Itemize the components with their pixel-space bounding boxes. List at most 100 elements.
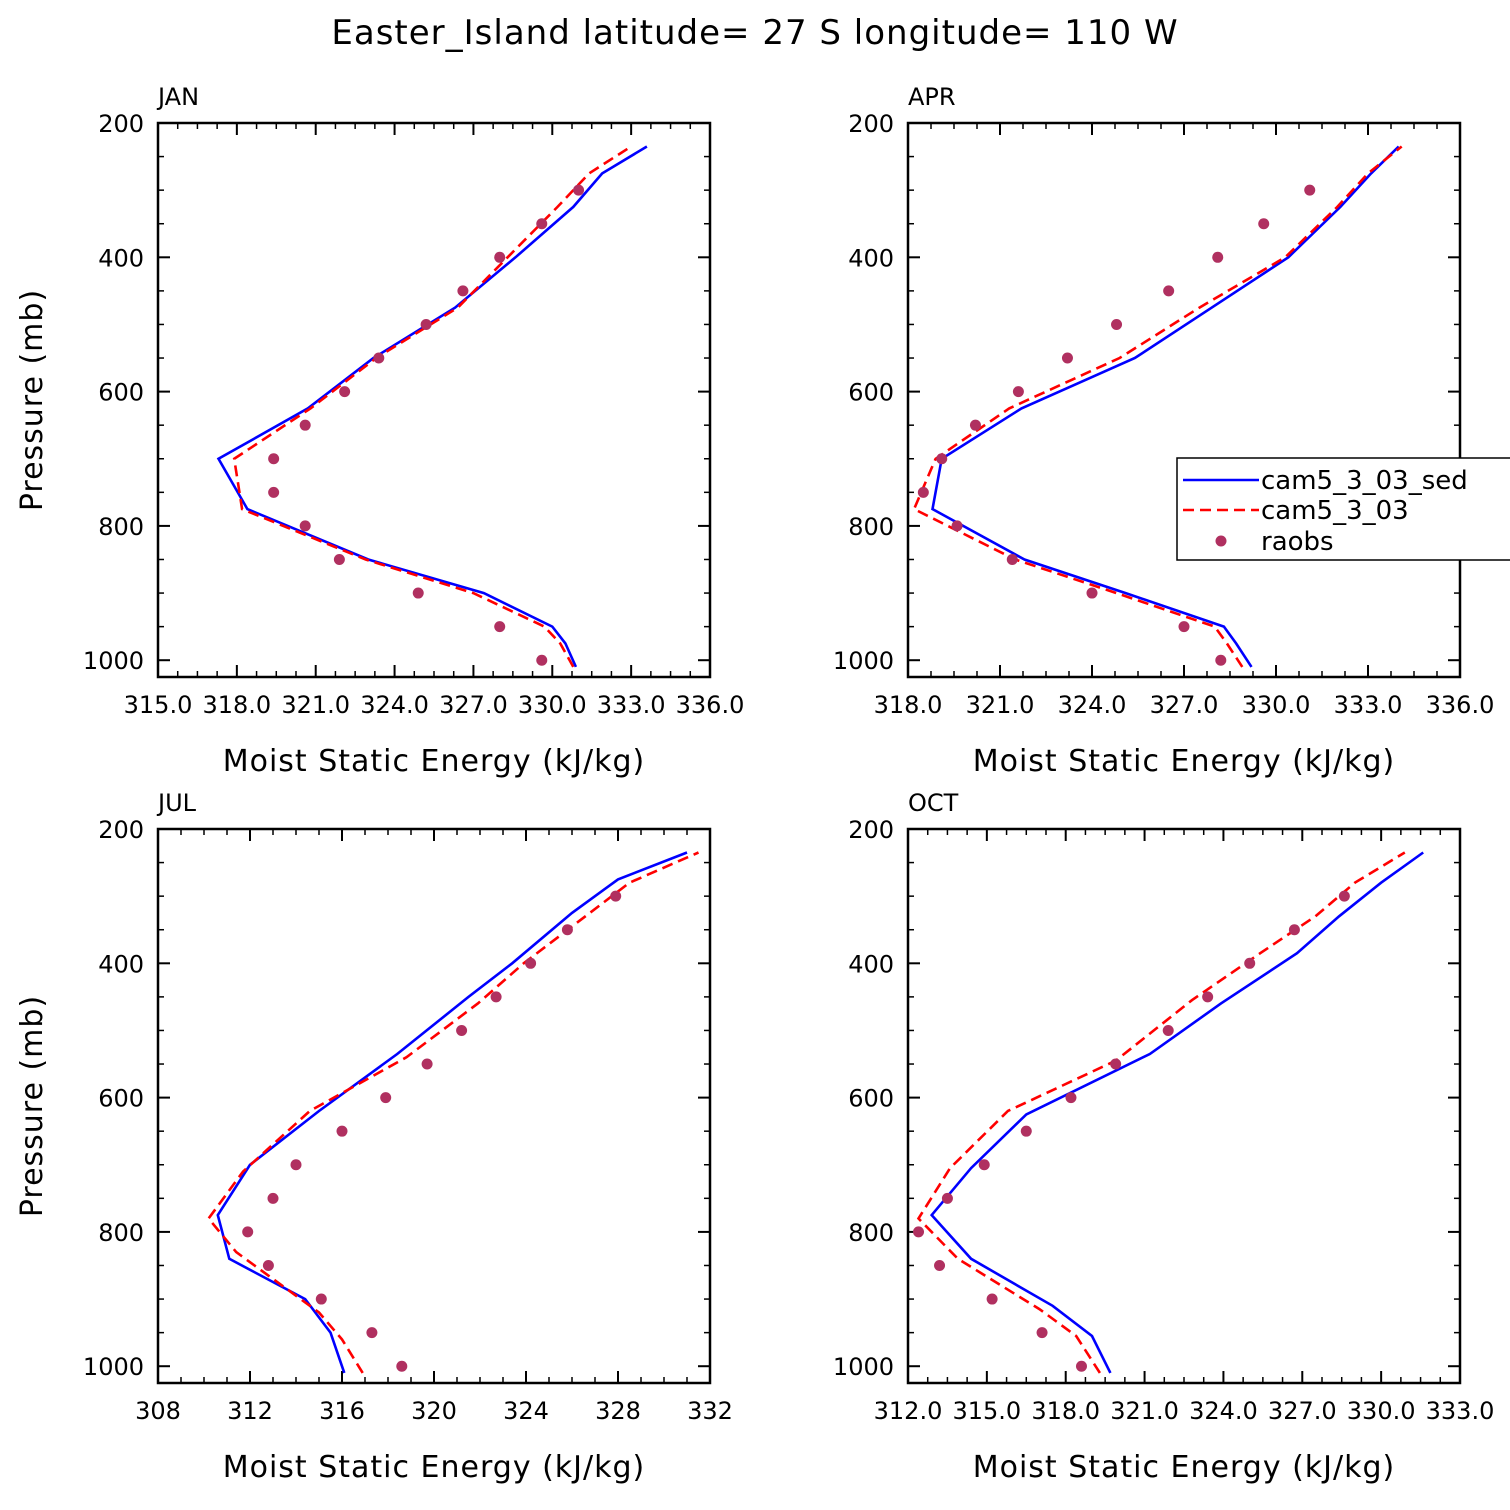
y-tick-label: 1000 xyxy=(833,1353,894,1381)
y-tick-label: 200 xyxy=(98,110,144,138)
x-tick-label: 333.0 xyxy=(597,691,666,719)
raobs-point xyxy=(457,285,469,297)
panel-jan: JAN 315.0 318.0 321.0 324.0 327.0 330.0 333.0 33… xyxy=(15,83,744,779)
y-tick-label: 1000 xyxy=(83,1353,144,1381)
raobs-point xyxy=(1020,1125,1032,1137)
raobs-point xyxy=(494,621,506,633)
x-tick-label: 336.0 xyxy=(1426,691,1495,719)
x-axis-label: Moist Static Energy (kJ/kg) xyxy=(223,744,646,779)
x-tick-label: 333.0 xyxy=(1426,1397,1495,1425)
panel-label: OCT xyxy=(908,789,959,817)
x-tick-label: 333.0 xyxy=(1334,691,1403,719)
y-tick-label: 800 xyxy=(848,513,894,541)
raobs-point xyxy=(1288,924,1300,936)
raobs-point xyxy=(336,1125,348,1137)
series-line-cam5-3-03-sed xyxy=(929,851,1424,1374)
x-tick-label: 308 xyxy=(135,1397,181,1425)
panel-label: JUL xyxy=(156,789,197,817)
raobs-point xyxy=(420,318,432,330)
raobs-point xyxy=(315,1293,327,1305)
raobs-point xyxy=(1304,184,1316,196)
series-line-cam5-3-03 xyxy=(232,145,632,668)
raobs-point xyxy=(268,453,280,465)
x-tick-label: 327.0 xyxy=(1268,1397,1337,1425)
legend-swatch-marker xyxy=(1215,535,1227,547)
legend-label: cam5_3_03_sed xyxy=(1261,466,1468,496)
x-axis-label: Moist Static Energy (kJ/kg) xyxy=(973,1450,1396,1485)
y-tick-label: 400 xyxy=(848,244,894,272)
y-tick-label: 1000 xyxy=(833,647,894,675)
raobs-point xyxy=(1012,386,1024,398)
legend-box xyxy=(1176,457,1510,561)
y-tick-label: 800 xyxy=(98,1219,144,1247)
raobs-point xyxy=(290,1159,302,1171)
raobs-point xyxy=(299,419,311,431)
raobs-point xyxy=(986,1293,998,1305)
raobs-point xyxy=(1110,1058,1122,1070)
raobs-point xyxy=(380,1092,392,1104)
x-tick-label: 312.0 xyxy=(874,1397,943,1425)
y-tick-label: 800 xyxy=(98,513,144,541)
x-tick-label: 318.0 xyxy=(202,691,271,719)
x-axis-label: Moist Static Energy (kJ/kg) xyxy=(223,1450,646,1485)
raobs-point xyxy=(1338,890,1350,902)
raobs-point xyxy=(242,1226,254,1238)
raobs-point xyxy=(366,1327,378,1339)
x-tick-label: 321.0 xyxy=(1110,1397,1179,1425)
raobs-point xyxy=(1111,318,1123,330)
x-tick-label: 327.0 xyxy=(1150,691,1219,719)
x-tick-label: 336.0 xyxy=(676,691,745,719)
x-tick-label: 321.0 xyxy=(281,691,350,719)
y-tick-label: 800 xyxy=(848,1219,894,1247)
y-tick-label: 600 xyxy=(98,1085,144,1113)
series-line-cam5-3-03-sed xyxy=(931,145,1400,668)
x-tick-label: 332 xyxy=(687,1397,733,1425)
raobs-point xyxy=(917,486,929,498)
y-tick-label: 400 xyxy=(848,950,894,978)
raobs-point xyxy=(490,991,502,1003)
y-tick-label: 400 xyxy=(98,244,144,272)
raobs-point xyxy=(978,1159,990,1171)
x-tick-label: 321.0 xyxy=(966,691,1035,719)
legend-label: cam5_3_03 xyxy=(1261,496,1409,526)
raobs-point xyxy=(1162,1024,1174,1036)
x-tick-label: 320 xyxy=(411,1397,457,1425)
raobs-point xyxy=(373,352,385,364)
x-tick-label: 330.0 xyxy=(1347,1397,1416,1425)
raobs-point xyxy=(525,957,537,969)
raobs-point xyxy=(561,924,573,936)
raobs-point xyxy=(333,553,345,565)
raobs-point xyxy=(1065,1092,1077,1104)
x-tick-label: 324 xyxy=(503,1397,549,1425)
y-axis-label: Pressure (mb) xyxy=(15,995,50,1217)
raobs-point xyxy=(936,453,948,465)
raobs-point xyxy=(951,520,963,532)
raobs-point xyxy=(1212,251,1224,263)
raobs-point xyxy=(1061,352,1073,364)
x-tick-label: 327.0 xyxy=(439,691,508,719)
raobs-point xyxy=(299,520,311,532)
x-axis-label: Moist Static Energy (kJ/kg) xyxy=(973,744,1396,779)
series-line-cam5-3-03 xyxy=(912,145,1403,668)
raobs-point xyxy=(941,1192,953,1204)
raobs-point xyxy=(1178,621,1190,633)
x-tick-label: 324.0 xyxy=(1058,691,1127,719)
raobs-point xyxy=(268,486,280,498)
series-line-cam5-3-03 xyxy=(916,851,1406,1374)
x-tick-label: 316 xyxy=(319,1397,365,1425)
panel-label: JAN xyxy=(156,83,199,111)
raobs-point xyxy=(536,218,548,230)
x-tick-label: 318.0 xyxy=(1031,1397,1100,1425)
y-axis-label: Pressure (mb) xyxy=(15,289,50,511)
raobs-point xyxy=(1258,218,1270,230)
panel-jul: JUL 308 312 316 320 324 328 332 200 400 600 800 1000… xyxy=(15,789,733,1485)
plot-frame xyxy=(156,827,712,1385)
x-tick-label: 315.0 xyxy=(124,691,193,719)
raobs-point xyxy=(1244,957,1256,969)
x-tick-label: 318.0 xyxy=(874,691,943,719)
raobs-point xyxy=(1163,285,1175,297)
raobs-point xyxy=(1202,991,1214,1003)
raobs-point xyxy=(262,1259,274,1271)
